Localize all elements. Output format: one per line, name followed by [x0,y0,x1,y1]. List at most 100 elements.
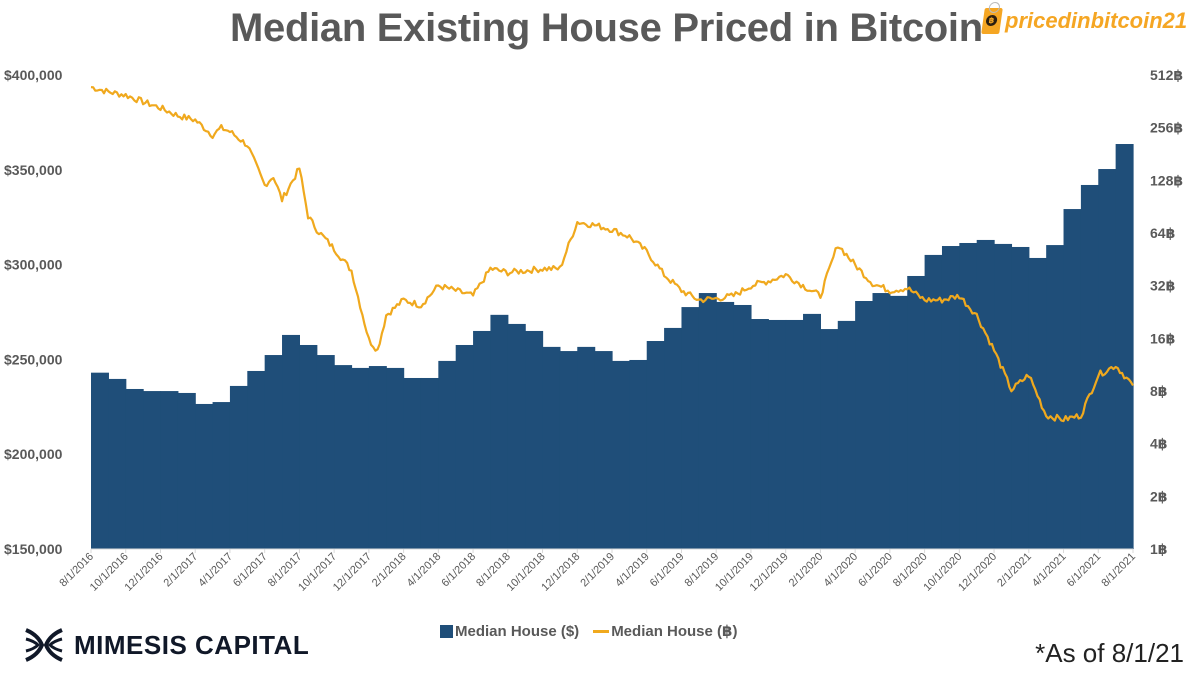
bar-2019-12 [785,319,804,549]
x-axis: 8/1/201610/1/201612/1/20162/1/20174/1/20… [57,548,1138,594]
legend-swatch-line [593,629,610,633]
bar-2019-11 [768,319,787,549]
bar-2018-02 [403,377,422,549]
bar-2017-05 [247,370,266,549]
bar-2017-01 [177,392,196,549]
right-tick-label: 4฿ [1150,436,1168,452]
bar-2019-01 [594,351,613,549]
right-tick-label: 128฿ [1150,172,1183,188]
bar-2020-11 [976,239,995,549]
x-tick-label: 12/1/2018 [539,551,582,594]
x-tick-label: 4/1/2017 [196,551,235,590]
left-tick-label: $400,000 [4,67,63,83]
x-tick-label: 6/1/2019 [648,551,687,590]
bar-2021-01 [1011,246,1030,549]
legend: Median House ($) Median House (฿) [440,622,737,640]
bar-2019-08 [716,301,735,549]
btc-price-line [90,86,1134,423]
line-series [90,86,1134,423]
bar-2021-04 [1063,209,1082,550]
bar-2017-06 [264,355,283,549]
bar-2020-03 [837,320,856,549]
bar-2020-04 [855,301,874,549]
x-tick-label: 6/1/2018 [439,551,478,590]
x-tick-label: 4/1/2020 [821,551,860,590]
right-tick-label: 32฿ [1150,278,1175,294]
bar-2017-12 [368,366,387,549]
bar-2017-09 [316,355,335,549]
left-tick-label: $200,000 [4,446,63,462]
bar-2017-08 [299,344,318,549]
bar-2021-05 [1080,184,1099,549]
bar-2020-07 [907,275,926,549]
bar-2016-08 [91,372,109,549]
bar-2020-02 [820,329,839,549]
bar-2021-03 [1046,245,1065,549]
right-tick-label: 8฿ [1150,383,1168,399]
right-tick-label: 64฿ [1150,225,1175,241]
x-tick-label: 6/1/2017 [231,551,270,590]
x-tick-label: 2/1/2021 [995,551,1034,590]
pricedinbitcoin-logo: ฿ pricedinbitcoin21 [981,2,1187,34]
bar-2017-11 [351,367,370,549]
x-tick-label: 2/1/2019 [578,551,617,590]
x-tick-label: 4/1/2019 [613,551,652,590]
bar-2019-10 [750,319,769,549]
bar-2019-02 [612,360,630,549]
x-tick-label: 12/1/2017 [331,551,374,594]
bar-2019-09 [733,304,752,549]
bar-2018-08 [507,323,526,549]
left-tick-label: $150,000 [4,541,63,557]
bar-2018-07 [490,314,509,549]
bar-2020-10 [959,242,978,550]
left-axis: $150,000 $200,000 $250,000 $300,000 $350,000… [4,67,63,557]
bar-2017-03 [212,402,231,549]
bar-2020-05 [872,293,891,549]
bar-2016-09 [108,378,127,549]
bar-2018-05 [455,344,474,549]
bar-2019-04 [646,341,665,549]
mimesis-brand: MIMESIS CAPITAL [24,627,309,663]
bar-2021-06 [1098,169,1117,550]
bar-2019-06 [681,307,700,549]
x-tick-label: 8/1/2021 [1099,551,1138,590]
bar-2016-12 [160,391,179,549]
brand-name: MIMESIS CAPITAL [74,629,310,660]
bar-2016-10 [125,388,144,549]
bar-2020-01 [803,313,821,549]
bar-2019-05 [664,327,683,549]
bar-2020-12 [994,243,1013,549]
bar-2016-11 [143,391,162,549]
legend-label-usd: Median House ($) [455,622,580,640]
bar-2020-09 [941,246,960,549]
bar-series [91,144,1134,550]
bar-2019-07 [698,293,717,549]
right-tick-label: 512฿ [1150,67,1183,83]
right-axis: 1฿ 2฿ 4฿ 8฿ 16฿ 32฿ 64฿ 128฿ 256฿ 512฿ [1150,67,1183,557]
right-tick-label: 256฿ [1150,120,1183,136]
x-tick-label: 2/1/2020 [787,551,826,590]
mimesis-logo-icon [25,628,63,662]
bar-2018-12 [577,346,596,549]
bar-2018-03 [420,377,439,549]
x-tick-label: 12/1/2019 [748,551,791,594]
bar-2019-03 [629,359,648,549]
right-tick-label: 1฿ [1150,541,1168,557]
bar-2018-04 [438,360,457,549]
x-tick-label: 2/1/2017 [162,551,201,590]
legend-swatch-bar [440,624,453,638]
x-tick-label: 12/1/2020 [956,551,999,594]
bar-2020-06 [889,295,908,549]
x-tick-label: 6/1/2021 [1065,551,1104,590]
left-tick-label: $300,000 [4,257,63,273]
bar-2021-02 [1028,257,1047,549]
as-of-note: *As of 8/1/21 [1035,638,1184,668]
bar-2017-10 [334,365,353,549]
right-tick-label: 2฿ [1150,488,1168,504]
bar-2018-06 [473,330,492,549]
right-tick-label: 16฿ [1150,330,1175,346]
x-tick-label: 12/1/2016 [122,551,165,594]
chart-title: Median Existing House Priced in Bitcoin [230,6,983,50]
legend-label-btc: Median House (฿) [611,623,738,640]
